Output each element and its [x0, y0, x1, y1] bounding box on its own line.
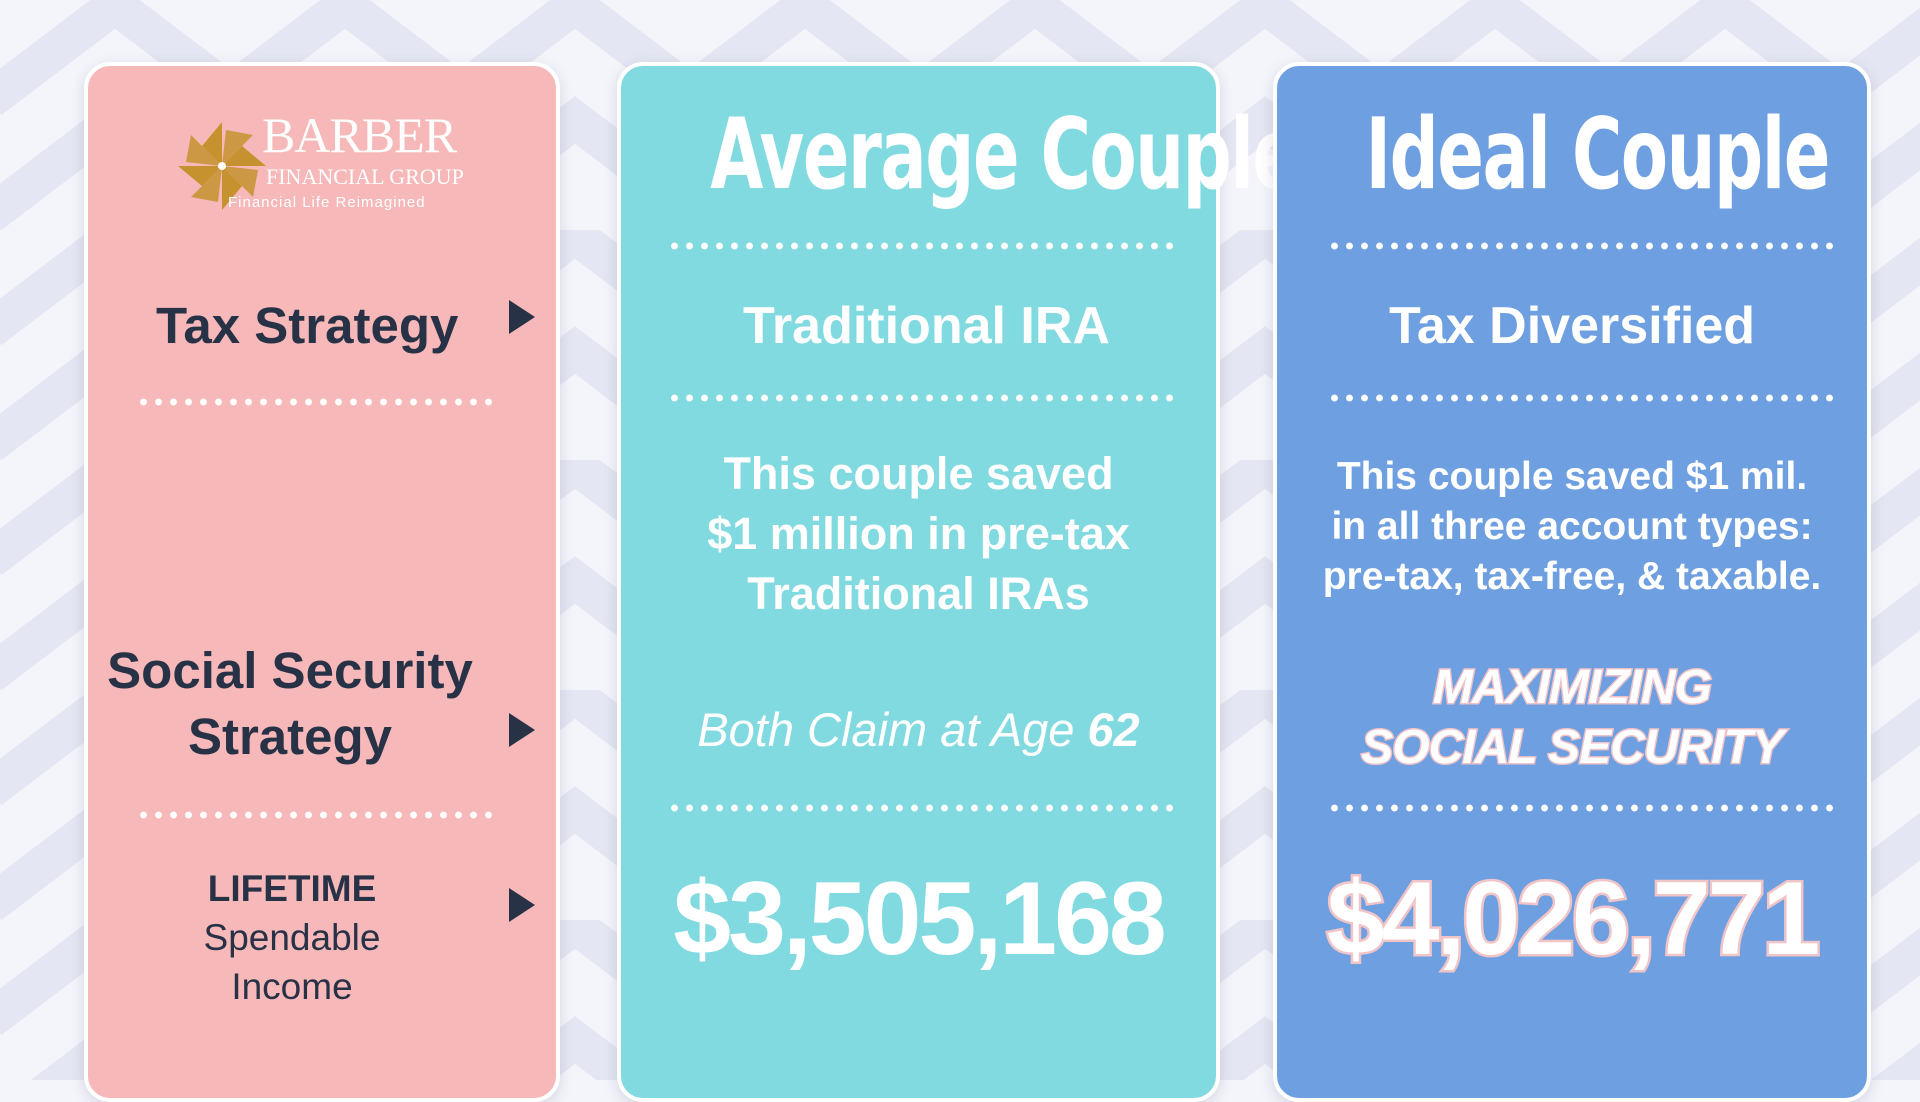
social-security-strategy-label: Social Security Strategy	[84, 638, 496, 770]
lifetime-label: LIFETIME	[207, 868, 377, 909]
ideal-description-line-2: in all three account types:	[1331, 505, 1813, 548]
average-lifetime-income: $3,505,168	[673, 861, 1167, 977]
average-description-line-1: This couple saved	[723, 448, 1114, 499]
average-description-line-2: $1 million in pre-tax	[707, 508, 1130, 559]
dotted-divider	[667, 394, 1177, 402]
logo-name: BARBER	[262, 107, 457, 163]
average-claim-text: Both Claim at Age	[697, 703, 1088, 756]
strategy-labels-card: BARBER FINANCIAL GROUP Financial Life Re…	[84, 62, 560, 1102]
dotted-divider	[667, 242, 1177, 250]
average-social-security: Both Claim at Age 62	[621, 702, 1216, 757]
triangle-right-icon	[509, 713, 535, 747]
triangle-right-icon	[509, 300, 535, 334]
dotted-divider	[1327, 242, 1837, 250]
average-couple-title: Average Couple	[710, 98, 1299, 212]
ideal-description: This couple saved $1 mil. in all three a…	[1277, 452, 1867, 602]
ideal-social-security: MAXIMIZING SOCIAL SECURITY	[1277, 658, 1867, 778]
ideal-couple-title: Ideal Couple	[1365, 98, 1831, 212]
ideal-couple-card: Ideal Couple Tax Diversified This couple…	[1273, 62, 1871, 1102]
income-label: Income	[231, 966, 353, 1007]
average-description-line-3: Traditional IRAs	[747, 568, 1090, 619]
spendable-label: Spendable	[203, 917, 381, 958]
ideal-social-security-line-2: SOCIAL SECURITY	[1360, 720, 1786, 776]
average-tax-strategy: Traditional IRA	[743, 297, 1110, 355]
tax-strategy-label: Tax Strategy	[156, 297, 459, 354]
dotted-divider	[1327, 394, 1837, 402]
social-security-line-1: Social Security	[107, 642, 473, 699]
average-claim-age: 62	[1087, 703, 1140, 756]
logo-tagline: Financial Life Reimagined	[228, 194, 426, 211]
dotted-divider	[667, 804, 1177, 812]
dotted-divider	[136, 811, 496, 819]
triangle-right-icon	[509, 888, 535, 922]
ideal-tax-strategy: Tax Diversified	[1388, 297, 1756, 355]
average-couple-card: Average Couple Traditional IRA This coup…	[617, 62, 1299, 1102]
ideal-social-security-line-1: MAXIMIZING	[1432, 660, 1714, 716]
ideal-description-line-1: This couple saved $1 mil.	[1336, 455, 1808, 498]
pinwheel-logo-icon	[178, 122, 266, 210]
average-description: This couple saved $1 million in pre-tax …	[621, 444, 1216, 624]
lifetime-spendable-income-label: LIFETIME Spendable Income	[88, 864, 496, 1011]
social-security-line-2: Strategy	[187, 708, 393, 765]
company-logo: BARBER FINANCIAL GROUP Financial Life Re…	[176, 106, 476, 216]
ideal-description-line-3: pre-tax, tax-free, & taxable.	[1322, 555, 1822, 598]
dotted-divider	[136, 398, 496, 406]
logo-subname: FINANCIAL GROUP	[266, 164, 464, 189]
dotted-divider	[1327, 804, 1837, 812]
ideal-lifetime-income: $4,026,771	[1324, 859, 1823, 980]
